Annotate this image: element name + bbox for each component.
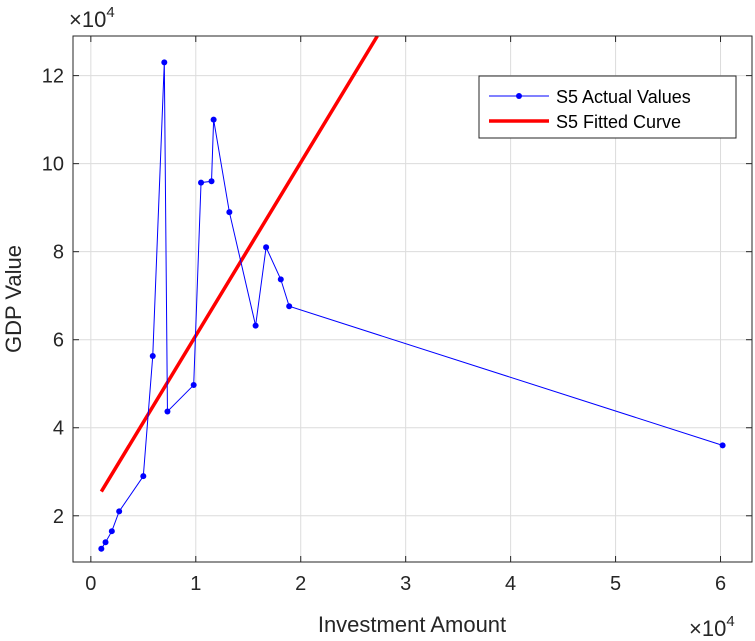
actual-value-point xyxy=(277,276,284,283)
y-tick-label: 10 xyxy=(42,154,64,176)
actual-value-point xyxy=(161,59,168,66)
y-tick-label: 4 xyxy=(53,418,64,440)
y-tick-label: 8 xyxy=(53,242,64,264)
x-tick-label: 1 xyxy=(190,573,201,595)
y-tick-label: 12 xyxy=(42,66,64,88)
fitted-curve-line xyxy=(99,36,379,493)
actual-value-point xyxy=(190,382,197,389)
x-tick-label: 5 xyxy=(610,573,621,595)
y-tick-label: 6 xyxy=(53,330,64,352)
series-layer xyxy=(98,36,726,552)
actual-value-point xyxy=(252,322,259,329)
x-tick-label: 3 xyxy=(400,573,411,595)
actual-value-point xyxy=(210,116,217,123)
x-tick-label: 0 xyxy=(85,573,96,595)
actual-value-point xyxy=(102,539,109,546)
actual-values-line xyxy=(100,62,723,550)
legend-actual-marker xyxy=(516,93,522,99)
actual-value-point xyxy=(116,508,123,515)
x-axis-title: Investment Amount xyxy=(318,612,506,637)
y-exponent-label: ×104 xyxy=(69,4,115,32)
actual-value-point xyxy=(719,442,726,449)
actual-value-point xyxy=(108,528,115,535)
legend-fitted-label: S5 Fitted Curve xyxy=(556,112,681,132)
x-tick-label: 2 xyxy=(295,573,306,595)
legend: S5 Actual Values S5 Fitted Curve xyxy=(478,75,737,139)
actual-value-point xyxy=(286,303,293,310)
actual-value-point xyxy=(263,244,270,251)
x-tick-label: 4 xyxy=(505,573,516,595)
actual-value-point xyxy=(198,179,205,186)
x-exponent-label: ×104 xyxy=(689,613,735,641)
y-tick-label: 2 xyxy=(53,506,64,528)
legend-actual-label: S5 Actual Values xyxy=(556,87,691,107)
actual-value-point xyxy=(208,178,215,185)
actual-value-point xyxy=(98,545,105,552)
y-axis-title: GDP Value xyxy=(1,245,26,353)
legend-box xyxy=(478,75,737,139)
actual-value-point xyxy=(140,473,147,480)
x-tick-label: 6 xyxy=(715,573,726,595)
grid xyxy=(73,36,752,562)
actual-value-point xyxy=(164,408,171,415)
actual-value-point xyxy=(149,353,156,360)
actual-value-point xyxy=(226,209,233,216)
plot-frame xyxy=(72,35,753,563)
